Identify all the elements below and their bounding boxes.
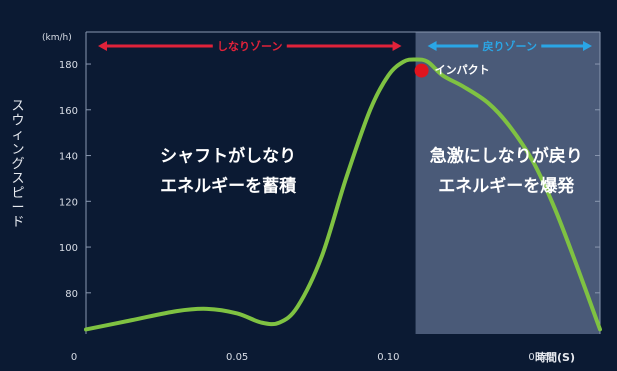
y-tick-label: 100: [59, 243, 78, 254]
y-tick-label: 120: [59, 197, 78, 208]
y-axis-label: スウィングスピード: [11, 99, 24, 230]
x-tick-label: 0.05: [226, 352, 248, 363]
y-axis-ticks: 80 100 120 140 160 180: [59, 60, 600, 300]
zone-arrow-right-head: [583, 41, 592, 51]
return-zone-annotation: 急激にしなりが戻りエネルギーを爆発: [430, 146, 583, 197]
x-axis-ticks: 0 0.05 0.10 0.15: [71, 352, 551, 363]
impact-label: インパクト: [435, 64, 490, 77]
y-tick-label: 160: [59, 106, 78, 117]
zone-arrow-right-head: [392, 41, 402, 51]
y-tick-label: 140: [59, 152, 78, 163]
plot-frame: [85, 31, 601, 334]
impact-marker: [414, 63, 429, 78]
y-tick-label: 180: [59, 60, 78, 71]
zone-arrow-left-head: [427, 41, 437, 51]
x-axis-label: 時間(S): [535, 350, 575, 364]
zone-label: しなりゾーン: [217, 39, 282, 53]
zone-arrow-left-head: [98, 41, 107, 51]
zone-label: 戻りゾーン: [482, 39, 537, 53]
x-tick-label: 0: [71, 352, 77, 363]
x-tick-label: 0.10: [377, 352, 399, 363]
bend-zone-annotation: シャフトがしなりエネルギーを蓄積: [160, 146, 297, 197]
swing-speed-line: [84, 57, 602, 332]
y-tick-label: 80: [65, 289, 78, 300]
return-zone-shading: [415, 32, 600, 334]
region-annotations: シャフトがしなりエネルギーを蓄積 急激にしなりが戻りエネルギーを爆発: [160, 146, 583, 197]
x-tick-label: 0.15: [528, 352, 550, 363]
y-axis-unit: (km/h): [42, 33, 72, 43]
zone-indicators: しなりゾーン 戻りゾーン: [98, 39, 592, 53]
